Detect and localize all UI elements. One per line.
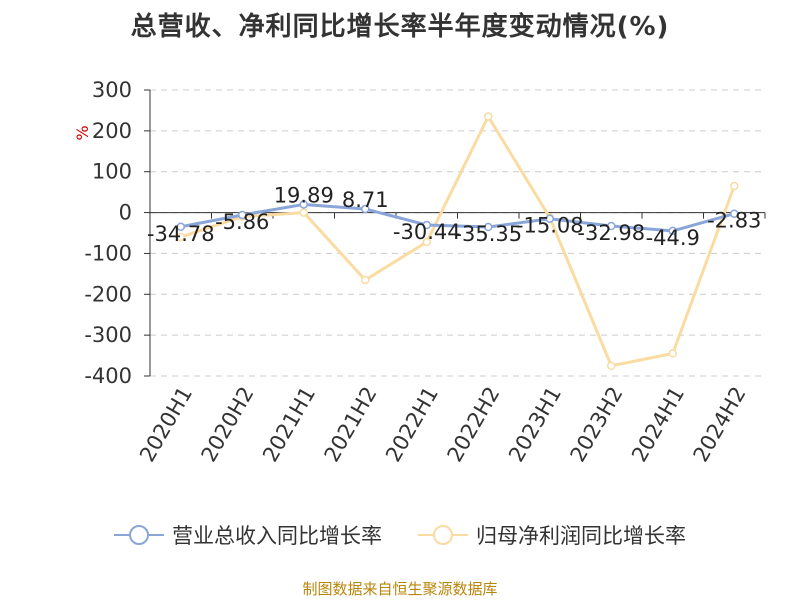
legend-marker-revenue: [114, 525, 164, 545]
revenue-data-label: -34.78: [147, 222, 215, 246]
revenue-point: [422, 220, 431, 230]
x-tick-label: 2024H1: [627, 383, 689, 467]
x-tick-label: 2024H2: [688, 383, 750, 467]
revenue-point: [176, 222, 185, 232]
profit-point: [176, 232, 185, 242]
profit-point: [730, 181, 739, 191]
x-tick-label: 2021H1: [258, 383, 320, 467]
legend-label-revenue: 营业总收入同比增长率: [172, 524, 382, 548]
y-tick-label: 300: [92, 78, 132, 102]
x-tick-label: 2022H1: [381, 383, 443, 467]
y-tick-label: -400: [84, 364, 132, 388]
source-note: 制图数据来自恒生聚源数据库: [302, 580, 498, 598]
profit-point: [361, 275, 370, 285]
revenue-data-label: -30.44: [393, 220, 461, 244]
revenue-point: [545, 214, 554, 223]
revenue-data-label: -32.98: [577, 221, 645, 245]
revenue-point: [730, 209, 739, 218]
revenue-data-label: -44.9: [646, 226, 700, 250]
revenue-point: [668, 226, 677, 236]
profit-point: [607, 361, 616, 371]
revenue-data-label: 19.89: [274, 183, 334, 207]
y-tick-label: -200: [84, 282, 132, 306]
profit-point: [422, 237, 431, 247]
y-tick-label: 0: [119, 201, 132, 225]
revenue-data-label: -35.35: [454, 222, 522, 246]
chart-title: 总营收、净利同比增长率半年度变动情况(%): [130, 12, 670, 42]
revenue-point: [484, 222, 493, 232]
legend-label-profit: 归母净利润同比增长率: [476, 524, 686, 548]
legend-item-profit[interactable]: 归母净利润同比增长率: [418, 520, 686, 550]
x-tick-label: 2023H2: [565, 383, 627, 467]
revenue-point: [361, 204, 370, 214]
profit-point: [668, 349, 677, 358]
legend-item-revenue[interactable]: 营业总收入同比增长率: [114, 520, 382, 550]
revenue-growth-line: [180, 202, 735, 233]
y-tick-label: -300: [84, 323, 132, 347]
legend: 营业总收入同比增长率 归母净利润同比增长率: [0, 520, 800, 550]
x-tick-label: 2023H1: [504, 383, 566, 467]
x-tick-label: 2020H2: [196, 383, 258, 467]
x-tick-label: 2022H2: [442, 383, 504, 467]
legend-marker-profit: [418, 525, 468, 545]
y-axis-unit: %: [73, 125, 92, 140]
y-tick-label: -100: [84, 241, 132, 265]
revenue-data-label: -15.08: [516, 214, 584, 238]
y-tick-label: 200: [92, 119, 132, 143]
revenue-point: [238, 210, 247, 220]
revenue-data-label: -2.83: [707, 209, 761, 233]
x-tick-label: 2020H1: [135, 383, 197, 467]
revenue-data-label: -5.86: [215, 210, 269, 234]
y-tick-label: 100: [92, 160, 132, 184]
x-tick-label: 2021H2: [319, 383, 381, 467]
profit-point: [484, 112, 493, 121]
profit-point: [299, 208, 308, 217]
revenue-point: [607, 221, 616, 231]
profit-growth-line: [180, 115, 736, 368]
revenue-data-label: 8.71: [342, 188, 389, 212]
revenue-point: [299, 200, 308, 209]
series-lines: [176, 112, 739, 371]
